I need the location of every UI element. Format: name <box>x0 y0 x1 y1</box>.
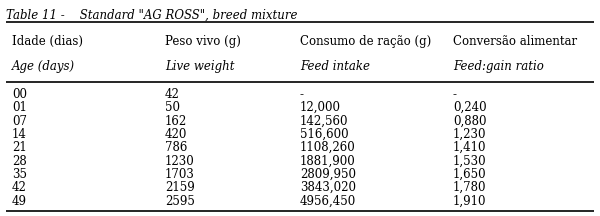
Text: Age (days): Age (days) <box>12 60 75 73</box>
Text: 3843,020: 3843,020 <box>300 181 356 194</box>
Text: 786: 786 <box>165 141 187 154</box>
Text: 0,240: 0,240 <box>453 101 487 114</box>
Text: 420: 420 <box>165 128 187 141</box>
Text: Consumo de ração (g): Consumo de ração (g) <box>300 35 431 48</box>
Text: 49: 49 <box>12 195 27 208</box>
Text: 50: 50 <box>165 101 180 114</box>
Text: 01: 01 <box>12 101 27 114</box>
Text: 1,410: 1,410 <box>453 141 487 154</box>
Text: 2595: 2595 <box>165 195 194 208</box>
Text: Conversão alimentar: Conversão alimentar <box>453 35 577 48</box>
Text: 42: 42 <box>12 181 27 194</box>
Text: Table 11 -    Standard "AG ROSS", breed mixture: Table 11 - Standard "AG ROSS", breed mix… <box>6 8 298 22</box>
Text: -: - <box>300 88 304 101</box>
Text: 162: 162 <box>165 114 187 128</box>
Text: 1108,260: 1108,260 <box>300 141 356 154</box>
Text: 1,650: 1,650 <box>453 168 487 181</box>
Text: 14: 14 <box>12 128 27 141</box>
Text: Peso vivo (g): Peso vivo (g) <box>165 35 241 48</box>
Text: 1230: 1230 <box>165 155 194 168</box>
Text: 1881,900: 1881,900 <box>300 155 356 168</box>
Text: 0,880: 0,880 <box>453 114 487 128</box>
Text: 00: 00 <box>12 88 27 101</box>
Text: -: - <box>453 88 457 101</box>
Text: Live weight: Live weight <box>165 60 234 73</box>
Text: 1,780: 1,780 <box>453 181 487 194</box>
Text: 12,000: 12,000 <box>300 101 341 114</box>
Text: 21: 21 <box>12 141 26 154</box>
Text: Feed:gain ratio: Feed:gain ratio <box>453 60 544 73</box>
Text: 2159: 2159 <box>165 181 194 194</box>
Text: 2809,950: 2809,950 <box>300 168 356 181</box>
Text: 35: 35 <box>12 168 27 181</box>
Text: 28: 28 <box>12 155 26 168</box>
Text: 1,530: 1,530 <box>453 155 487 168</box>
Text: 516,600: 516,600 <box>300 128 349 141</box>
Text: 42: 42 <box>165 88 179 101</box>
Text: Feed intake: Feed intake <box>300 60 370 73</box>
Text: Idade (dias): Idade (dias) <box>12 35 83 48</box>
Text: 1,230: 1,230 <box>453 128 487 141</box>
Text: 142,560: 142,560 <box>300 114 349 128</box>
Text: 1,910: 1,910 <box>453 195 487 208</box>
Text: 1703: 1703 <box>165 168 194 181</box>
Text: 07: 07 <box>12 114 27 128</box>
Text: 4956,450: 4956,450 <box>300 195 356 208</box>
